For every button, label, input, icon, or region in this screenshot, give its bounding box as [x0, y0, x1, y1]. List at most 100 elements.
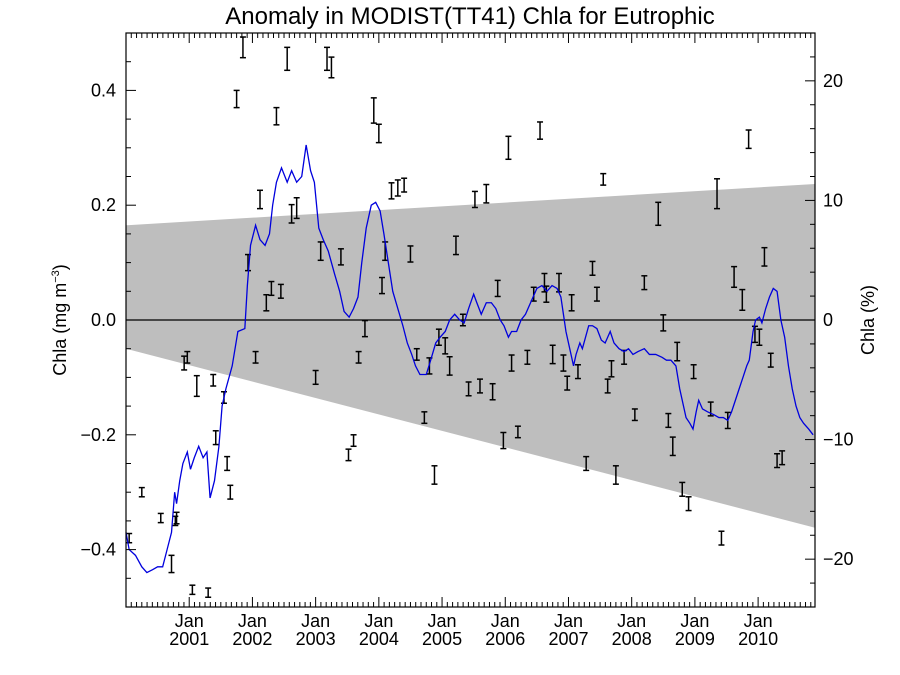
left-axis-title-sup: −3: [50, 270, 62, 283]
left-tick-label: 0.2: [91, 195, 116, 215]
errorbar-83: [631, 408, 638, 422]
x-tick-month: Jan: [301, 611, 330, 631]
errorbar-53: [459, 313, 466, 327]
errorbar-23: [273, 106, 280, 126]
errorbar-57: [483, 183, 490, 204]
errorbar-101: [756, 328, 763, 347]
errorbar-32: [337, 248, 344, 266]
errorbar-104: [774, 452, 781, 469]
errorbar-27: [293, 196, 300, 220]
errorbar-85: [655, 201, 662, 227]
left-tick-label: −0.2: [80, 425, 116, 445]
errorbar-25: [284, 46, 291, 72]
errorbar-7: [184, 350, 191, 364]
errorbar-12: [212, 430, 219, 446]
errorbar-6: [181, 355, 188, 371]
x-tick-year: 2001: [169, 629, 209, 649]
errorbar-29: [317, 241, 324, 262]
errorbar-2: [157, 512, 164, 524]
x-tick-year: 2007: [548, 629, 588, 649]
errorbar-87: [665, 412, 672, 429]
right-axis: −20 −10 0 10 20: [805, 32, 854, 608]
errorbar-8: [189, 584, 196, 596]
uncertainty-band: [126, 183, 815, 528]
errorbar-39: [379, 276, 386, 295]
x-tick-month: Jan: [238, 611, 267, 631]
errorbar-90: [679, 481, 686, 497]
x-tick-year: 2003: [296, 629, 336, 649]
errorbar-30: [324, 46, 331, 72]
errorbar-45: [413, 347, 420, 361]
errorbar-series: [126, 36, 786, 598]
errorbar-38: [375, 123, 382, 144]
errorbar-31: [328, 56, 335, 79]
errorbar-86: [660, 314, 667, 332]
errorbar-34: [350, 434, 357, 448]
errorbar-64: [524, 349, 531, 365]
x-tick-year: 2008: [612, 629, 652, 649]
left-axis-title-close: ): [50, 264, 70, 270]
errorbar-62: [508, 354, 515, 372]
errorbar-20: [257, 189, 264, 210]
errorbar-66: [537, 121, 544, 140]
errorbar-79: [604, 378, 611, 394]
errorbar-97: [731, 265, 738, 289]
errorbar-35: [355, 350, 362, 364]
x-tick-year: 2006: [485, 629, 525, 649]
right-tick-label: 20: [823, 71, 843, 91]
errorbar-49: [435, 328, 442, 347]
right-tick-label: 10: [823, 190, 843, 210]
right-tick-label: 0: [823, 310, 833, 330]
errorbar-77: [593, 286, 600, 302]
errorbar-74: [574, 364, 581, 380]
errorbar-100: [751, 325, 758, 344]
errorbar-5: [173, 511, 180, 525]
right-tick-label: −10: [823, 430, 854, 450]
errorbar-50: [442, 337, 449, 355]
errorbar-94: [714, 178, 721, 210]
x-tick-year: 2009: [675, 629, 715, 649]
errorbar-80: [608, 360, 615, 378]
errorbar-36: [361, 319, 368, 338]
x-tick-month: Jan: [744, 611, 773, 631]
errorbar-44: [407, 245, 414, 263]
errorbar-60: [500, 431, 507, 450]
x-tick-month: Jan: [680, 611, 709, 631]
errorbar-105: [779, 450, 786, 466]
errorbar-95: [718, 530, 725, 546]
errorbar-73: [568, 293, 575, 312]
errorbar-48: [431, 465, 438, 485]
x-tick-month: Jan: [617, 611, 646, 631]
left-axis-title-base: Chla (mg m: [50, 283, 70, 376]
errorbar-10: [205, 587, 212, 598]
errorbar-98: [739, 288, 746, 311]
errorbar-52: [452, 235, 459, 256]
errorbar-99: [745, 129, 752, 150]
errorbar-14: [224, 455, 231, 472]
x-tick-year: 2005: [422, 629, 462, 649]
errorbar-24: [277, 283, 284, 299]
errorbar-19: [252, 350, 259, 364]
errorbar-81: [612, 465, 619, 485]
errorbar-102: [761, 246, 768, 267]
errorbar-9: [193, 374, 200, 398]
errorbar-63: [514, 425, 521, 439]
errorbar-22: [268, 280, 275, 297]
errorbar-69: [549, 344, 556, 365]
errorbar-41: [388, 182, 395, 200]
errorbar-11: [210, 373, 217, 387]
errorbar-92: [690, 364, 697, 380]
errorbar-55: [471, 190, 478, 209]
errorbar-43: [401, 177, 408, 193]
x-axis: Jan2001Jan2002Jan2003Jan2004Jan2005Jan20…: [125, 33, 812, 649]
x-tick-month: Jan: [428, 611, 457, 631]
errorbar-21: [263, 293, 270, 312]
errorbar-1: [138, 486, 145, 498]
left-tick-label: 0.4: [91, 80, 116, 100]
errorbar-75: [583, 455, 590, 472]
errorbar-58: [489, 382, 496, 401]
errorbar-54: [465, 381, 472, 397]
errorbar-84: [641, 275, 648, 291]
errorbar-56: [476, 378, 483, 394]
